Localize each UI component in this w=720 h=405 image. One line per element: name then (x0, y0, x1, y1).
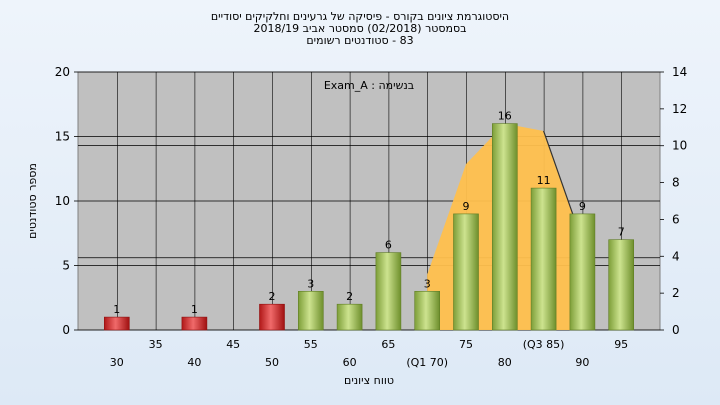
bar-30 (104, 316, 130, 331)
chart-title: היסטוגרמת ציונים בקורס - פיסיקה של גרעינ… (0, 0, 720, 48)
bar-value-label-80: 16 (498, 110, 512, 123)
y-tick-label-10: 10 (55, 194, 70, 208)
x-tick-label-lower-3: 60 (343, 356, 357, 369)
y-tick-label-0: 0 (62, 323, 70, 337)
title-line-3: 83 - סטודנטים רשומים (306, 34, 414, 47)
y2-tick-label-4: 4 (672, 249, 680, 263)
y2-tick-label-10: 10 (672, 139, 687, 153)
title-line-1: היסטוגרמת ציונים בקורס - פיסיקה של גרעינ… (210, 10, 510, 23)
x-axis-label: טווח ציונים (344, 374, 394, 387)
bar-75 (453, 213, 479, 331)
y2-tick-label-8: 8 (672, 176, 680, 190)
bar-90 (569, 213, 596, 331)
title-line-2: בסמסטר (02/2018) סמסטר אביב 2018/19 (253, 22, 467, 35)
bar-40 (181, 316, 208, 331)
bar-value-label-70: 3 (424, 277, 431, 290)
y-axis-label: מספר סטודנטים (26, 163, 39, 239)
y-tick-label-15: 15 (55, 130, 70, 144)
bar-value-label-60: 2 (346, 290, 353, 303)
y2-tick-label-0: 0 (672, 323, 680, 337)
x-tick-label-lower-4: (Q1 70) (406, 356, 448, 369)
bar-value-label-65: 6 (385, 239, 392, 252)
bar-value-label-40: 1 (191, 303, 198, 316)
x-tick-label-upper-1: 45 (226, 338, 240, 351)
x-tick-label-upper-4: 75 (459, 338, 473, 351)
x-tick-label-upper-0: 35 (149, 338, 163, 351)
y2-tick-label-2: 2 (672, 286, 680, 300)
y-tick-label-20: 20 (55, 65, 70, 79)
x-tick-label-upper-2: 55 (304, 338, 318, 351)
bar-value-label-85: 11 (537, 174, 551, 187)
x-tick-label-upper-6: 95 (614, 338, 628, 351)
bar-value-label-30: 1 (113, 303, 120, 316)
bar-50 (259, 303, 285, 331)
bar-value-label-50: 2 (269, 290, 276, 303)
y-tick-label-5: 5 (62, 259, 70, 273)
x-tick-label-upper-3: 65 (381, 338, 395, 351)
x-tick-label-upper-5: (Q3 85) (523, 338, 565, 351)
bar-value-label-90: 9 (579, 200, 586, 213)
y2-tick-label-14: 14 (672, 65, 687, 79)
bar-65 (375, 252, 402, 331)
bar-80 (491, 123, 518, 331)
bar-95 (608, 239, 635, 331)
x-tick-label-lower-0: 30 (110, 356, 124, 369)
bar-70 (414, 290, 441, 331)
x-tick-label-lower-2: 50 (265, 356, 279, 369)
x-tick-label-lower-1: 40 (187, 356, 201, 369)
annotation-label: Exam_A : בנשימה (324, 79, 414, 92)
bar-55 (297, 290, 324, 331)
bar-85 (530, 187, 557, 331)
bar-value-label-95: 7 (618, 226, 625, 239)
x-tick-label-lower-6: 90 (575, 356, 589, 369)
x-tick-label-lower-5: 80 (498, 356, 512, 369)
bar-value-label-75: 9 (463, 200, 470, 213)
bar-value-label-55: 3 (307, 277, 314, 290)
bar-60 (336, 303, 363, 331)
y2-tick-label-6: 6 (672, 212, 680, 226)
y2-tick-label-12: 12 (672, 102, 687, 116)
